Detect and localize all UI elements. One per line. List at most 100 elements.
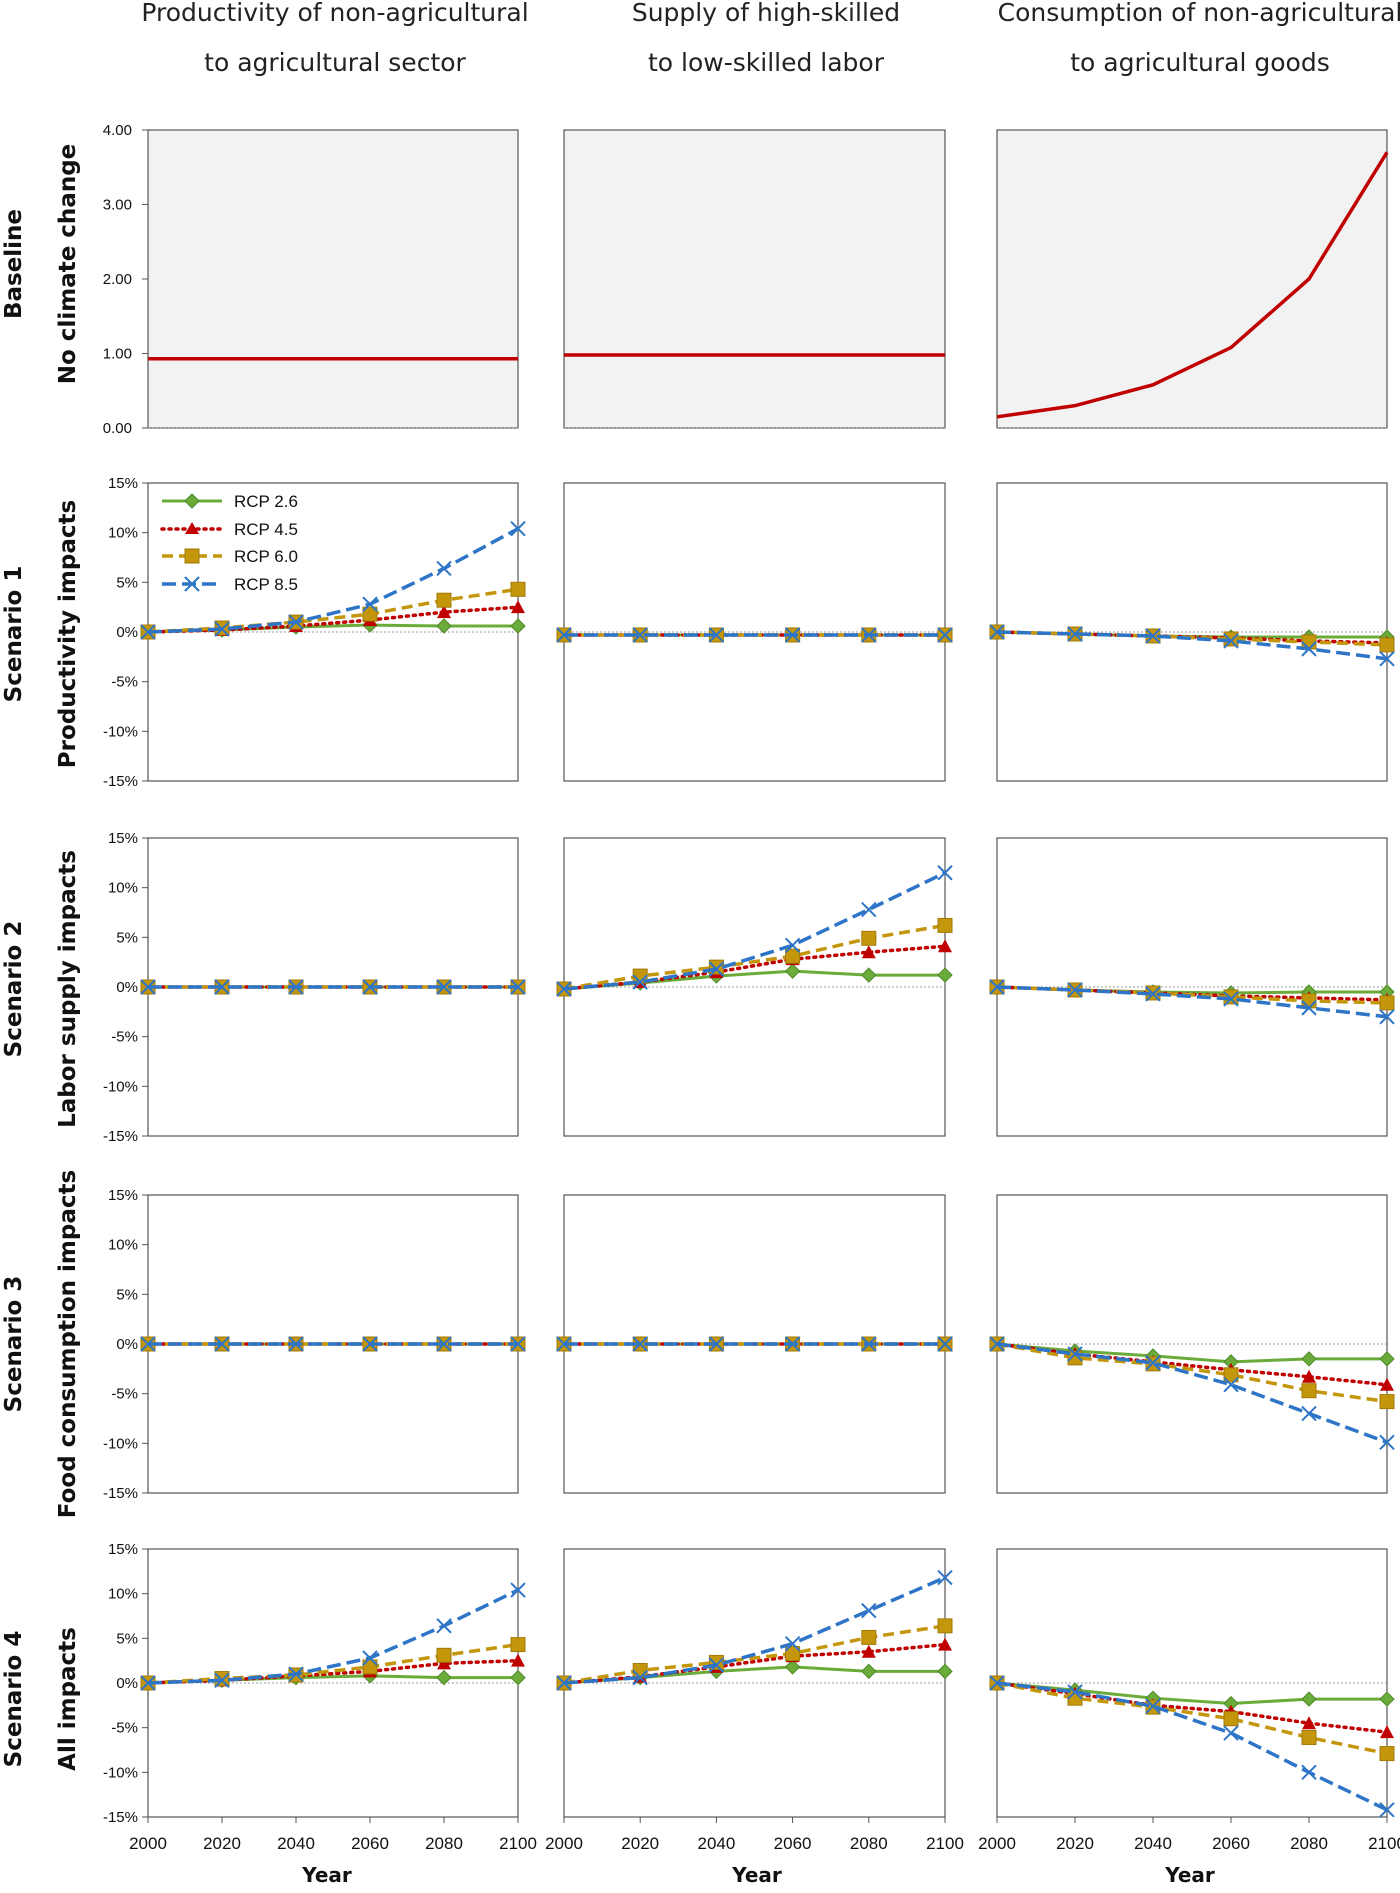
- point-rcp85-r3-c1-2: [288, 1336, 304, 1352]
- row-label-baseline: Baseline: [1, 209, 27, 319]
- row-subtitle-scenario-3: Food consumption impacts: [55, 1170, 81, 1518]
- y-tick-label-r2-6: 15%: [108, 830, 138, 847]
- point-rcp26-r2-c2-5: [937, 967, 953, 983]
- point-rcp85-r2-c1-0: [140, 979, 156, 995]
- baseline-line-c3: [996, 151, 1389, 419]
- point-rcp26-r4-c3-5: [1379, 1691, 1395, 1707]
- column-title-2-line-1: Supply of high-skilled: [632, 0, 900, 27]
- panel-r0-c1: 0.00 1.00 2.00 3.00 4.00: [103, 122, 519, 437]
- legend-item-rcp45: RCP 4.5: [160, 520, 298, 539]
- y-tick-label-r4-2: -5%: [111, 1720, 138, 1737]
- legend-item-rcp85: RCP 8.5: [162, 575, 298, 594]
- point-rcp45-r4-c3-4: [1302, 1716, 1316, 1730]
- point-rcp85-r2-c2-1: [632, 974, 648, 990]
- point-rcp60-r4-c3-3: [1223, 1711, 1239, 1727]
- point-rcp85-r3-c1-4: [436, 1336, 452, 1352]
- series-line-rcp85-r1-c1: [147, 527, 519, 634]
- point-rcp85-r3-c1-1: [214, 1336, 230, 1352]
- point-rcp85-r2-c1-4: [436, 979, 452, 995]
- point-rcp26-r3-c3-5: [1379, 1351, 1395, 1367]
- point-rcp85-r1-c2-0: [556, 627, 572, 643]
- column-title-3-line-1: Consumption of non-agricultural: [998, 0, 1400, 27]
- y-tick-label-r2-3: 0%: [116, 979, 138, 996]
- y-tick-label-r1-2: -5%: [111, 674, 138, 691]
- panel-r3-c1: -15% -10% -5% 0% 5% 10% 15%: [103, 1187, 526, 1502]
- panel-r1-c1: -15% -10% -5% 0% 5% 10% 15%: [103, 475, 526, 790]
- point-rcp26-r4-c1-5: [510, 1669, 526, 1686]
- panel-r2-c3: [989, 837, 1395, 1137]
- legend-label-rcp45: RCP 4.5: [234, 520, 298, 539]
- point-rcp26-r3-c3-4: [1301, 1351, 1317, 1367]
- point-rcp60-r4-c3-4: [1301, 1729, 1317, 1745]
- point-rcp85-r4-c1-5: [510, 1582, 526, 1598]
- point-rcp60-r3-c3-5: [1379, 1394, 1395, 1410]
- y-tick-label-r3-2: -5%: [111, 1386, 138, 1403]
- point-rcp45-r1-c1-5: [511, 600, 525, 614]
- x-tick-label-c3-0: 2000: [978, 1834, 1016, 1853]
- panel-r4-c1: -15% -10% -5% 0% 5% 10% 15% 2000 2020 2040 2060 208…: [103, 1541, 537, 1853]
- point-rcp60-r4-c1-5: [510, 1637, 526, 1653]
- point-rcp85-r1-c1-3: [362, 596, 378, 612]
- point-rcp85-r1-c3-3: [1223, 633, 1239, 649]
- point-rcp85-r2-c1-1: [214, 979, 230, 995]
- x-tick-label-c2-5: 2100: [926, 1834, 964, 1853]
- series-line-rcp85-r3-c3: [996, 1342, 1388, 1444]
- point-rcp85-r3-c3-1: [1067, 1346, 1083, 1362]
- point-rcp60-r3-c3-4: [1301, 1383, 1317, 1399]
- point-rcp85-r1-c1-5: [510, 520, 526, 537]
- point-rcp60-r2-c2-2: [708, 959, 724, 975]
- point-rcp85-r3-c3-2: [1145, 1355, 1161, 1371]
- point-rcp60-r1-c1-3: [362, 606, 378, 622]
- point-rcp85-r2-c3-2: [1145, 986, 1161, 1002]
- point-rcp85-r4-c1-4: [436, 1618, 452, 1634]
- panel-r1-c3: [989, 482, 1395, 782]
- point-rcp85-r1-c1-4: [436, 560, 452, 577]
- point-rcp85-r3-c3-5: [1379, 1434, 1395, 1451]
- panel-r2-c1: -15% -10% -5% 0% 5% 10% 15%: [103, 830, 526, 1145]
- point-rcp85-r4-c2-1: [632, 1669, 648, 1686]
- point-rcp85-r1-c2-2: [708, 627, 725, 643]
- point-rcp85-r1-c3-2: [1145, 628, 1161, 644]
- point-rcp85-r4-c2-4: [861, 1602, 877, 1619]
- x-axis-label-col-2: Year: [731, 1863, 782, 1887]
- y-tick-label-baseline-1: 1.00: [103, 346, 132, 363]
- point-rcp85-r3-c1-0: [140, 1336, 156, 1352]
- plot-area-r0-c1: [147, 129, 519, 429]
- point-rcp85-r4-c1-3: [362, 1650, 378, 1666]
- point-rcp85-r4-c2-3: [784, 1635, 801, 1652]
- x-tick-label-c1-5: 2100: [499, 1834, 537, 1853]
- point-rcp85-r2-c1-2: [288, 979, 304, 995]
- plot-area-r3-c3: [996, 1194, 1388, 1494]
- legend-item-rcp26: RCP 2.6: [162, 492, 298, 511]
- point-rcp60-r4-c1-3: [362, 1659, 378, 1675]
- x-tick-label-c2-0: 2000: [545, 1834, 583, 1853]
- point-rcp85-r2-c2-4: [861, 901, 877, 918]
- point-rcp26-r4-c2-4: [861, 1663, 877, 1680]
- point-rcp85-r1-c2-4: [861, 627, 877, 643]
- y-tick-label-r4-4: 5%: [116, 1630, 138, 1647]
- point-rcp60-r2-c2-3: [785, 948, 801, 964]
- point-rcp45-r4-c2-4: [861, 1644, 876, 1658]
- x-tick-label-c1-2: 2040: [277, 1834, 315, 1853]
- column-title-2-line-2: to low-skilled labor: [648, 48, 885, 77]
- x-tick-label-c2-2: 2040: [697, 1834, 735, 1853]
- plot-area-r2-c3: [996, 837, 1388, 1137]
- point-rcp85-r4-c3-0: [989, 1675, 1005, 1691]
- point-rcp60-r2-c3-5: [1379, 995, 1395, 1011]
- point-rcp60-r2-c2-4: [861, 930, 877, 946]
- point-rcp45-r4-c3-5: [1380, 1725, 1394, 1739]
- row-label-scenario-3: Scenario 3: [1, 1276, 27, 1413]
- point-rcp26-r4-c2-3: [784, 1659, 801, 1675]
- panel-r3-c2: [556, 1194, 953, 1494]
- point-rcp60-r4-c1-4: [436, 1647, 452, 1663]
- point-rcp85-r3-c3-0: [989, 1336, 1005, 1352]
- panel-r4-c2: 2000 2020 2040 2060 2080 2100: [545, 1548, 964, 1853]
- point-rcp85-r4-c2-5: [937, 1569, 953, 1586]
- x-tick-label-c1-1: 2020: [203, 1834, 241, 1853]
- point-rcp26-r4-c3-4: [1301, 1691, 1317, 1707]
- point-rcp85-r2-c3-1: [1067, 982, 1083, 998]
- point-rcp85-r3-c1-5: [510, 1336, 526, 1352]
- y-tick-label-r1-6: 15%: [108, 475, 138, 492]
- series-line-rcp85-r2-c3: [996, 985, 1388, 1019]
